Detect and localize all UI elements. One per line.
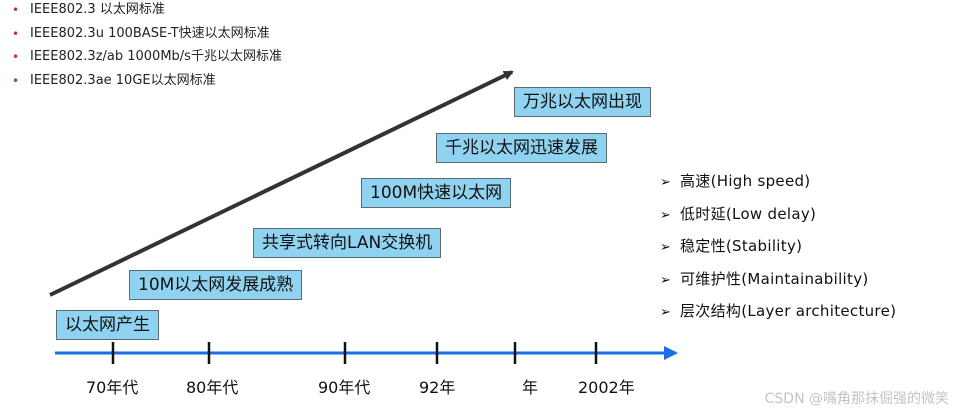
goal-item: ➢ 可维护性(Maintainability) bbox=[660, 267, 896, 300]
goal-label: 层次结构(Layer architecture) bbox=[680, 302, 897, 320]
bullet-dot-icon: • bbox=[12, 26, 20, 41]
standard-item: • IEEE802.3u 100BASE-T快速以太网标准 bbox=[8, 24, 282, 48]
goal-item: ➢ 层次结构(Layer architecture) bbox=[660, 299, 896, 332]
year-label: 年 bbox=[522, 378, 539, 397]
standard-label: IEEE802.3z/ab 1000Mb/s千兆以太网标准 bbox=[30, 49, 282, 64]
growth-arrow bbox=[49, 70, 514, 297]
stage-box: 共享式转向LAN交换机 bbox=[253, 228, 442, 258]
design-goals-list: ➢ 高速(High speed) ➢ 低时延(Low delay) ➢ 稳定性(Sta… bbox=[660, 169, 896, 332]
triangle-right-icon: ➢ bbox=[660, 175, 672, 190]
standards-list: • IEEE802.3 以太网标准 • IEEE802.3u 100BASE-T快速… bbox=[8, 0, 282, 94]
year-label: 2002年 bbox=[578, 378, 635, 397]
stage-box: 千兆以太网迅速发展 bbox=[436, 133, 607, 163]
standard-label: IEEE802.3 以太网标准 bbox=[30, 2, 165, 17]
standard-item: • IEEE802.3 以太网标准 bbox=[8, 0, 282, 24]
standard-label: IEEE802.3ae 10GE以太网标准 bbox=[30, 72, 216, 88]
year-label: 80年代 bbox=[186, 378, 239, 397]
goal-item: ➢ 低时延(Low delay) bbox=[660, 202, 896, 235]
goal-item: ➢ 稳定性(Stability) bbox=[660, 234, 896, 267]
goal-label: 高速(High speed) bbox=[680, 172, 811, 190]
stage-box: 以太网产生 bbox=[56, 310, 159, 340]
watermark: CSDN @嘴角那抹倔强的微笑 bbox=[764, 391, 949, 407]
goal-label: 低时延(Low delay) bbox=[680, 204, 817, 223]
standard-item: • IEEE802.3z/ab 1000Mb/s千兆以太网标准 bbox=[8, 47, 282, 71]
standard-label: IEEE802.3u 100BASE-T快速以太网标准 bbox=[30, 25, 270, 41]
triangle-right-icon: ➢ bbox=[660, 305, 672, 320]
stage-box: 100M快速以太网 bbox=[361, 178, 512, 208]
triangle-right-icon: ➢ bbox=[660, 240, 672, 255]
year-label: 90年代 bbox=[318, 378, 371, 397]
year-label: 70年代 bbox=[86, 378, 139, 397]
triangle-right-icon: ➢ bbox=[660, 207, 672, 223]
bullet-dot-icon: • bbox=[12, 3, 20, 17]
stage-box: 10M以太网发展成熟 bbox=[129, 270, 303, 300]
triangle-right-icon: ➢ bbox=[660, 272, 672, 288]
bullet-dot-icon: • bbox=[12, 50, 20, 64]
standard-item: • IEEE802.3ae 10GE以太网标准 bbox=[8, 71, 282, 95]
goal-label: 可维护性(Maintainability) bbox=[680, 269, 869, 288]
bullet-dot-icon: • bbox=[12, 73, 20, 88]
goal-item: ➢ 高速(High speed) bbox=[660, 169, 896, 202]
stage-box: 万兆以太网出现 bbox=[514, 87, 651, 117]
goal-label: 稳定性(Stability) bbox=[680, 237, 803, 255]
year-label: 92年 bbox=[419, 378, 456, 397]
